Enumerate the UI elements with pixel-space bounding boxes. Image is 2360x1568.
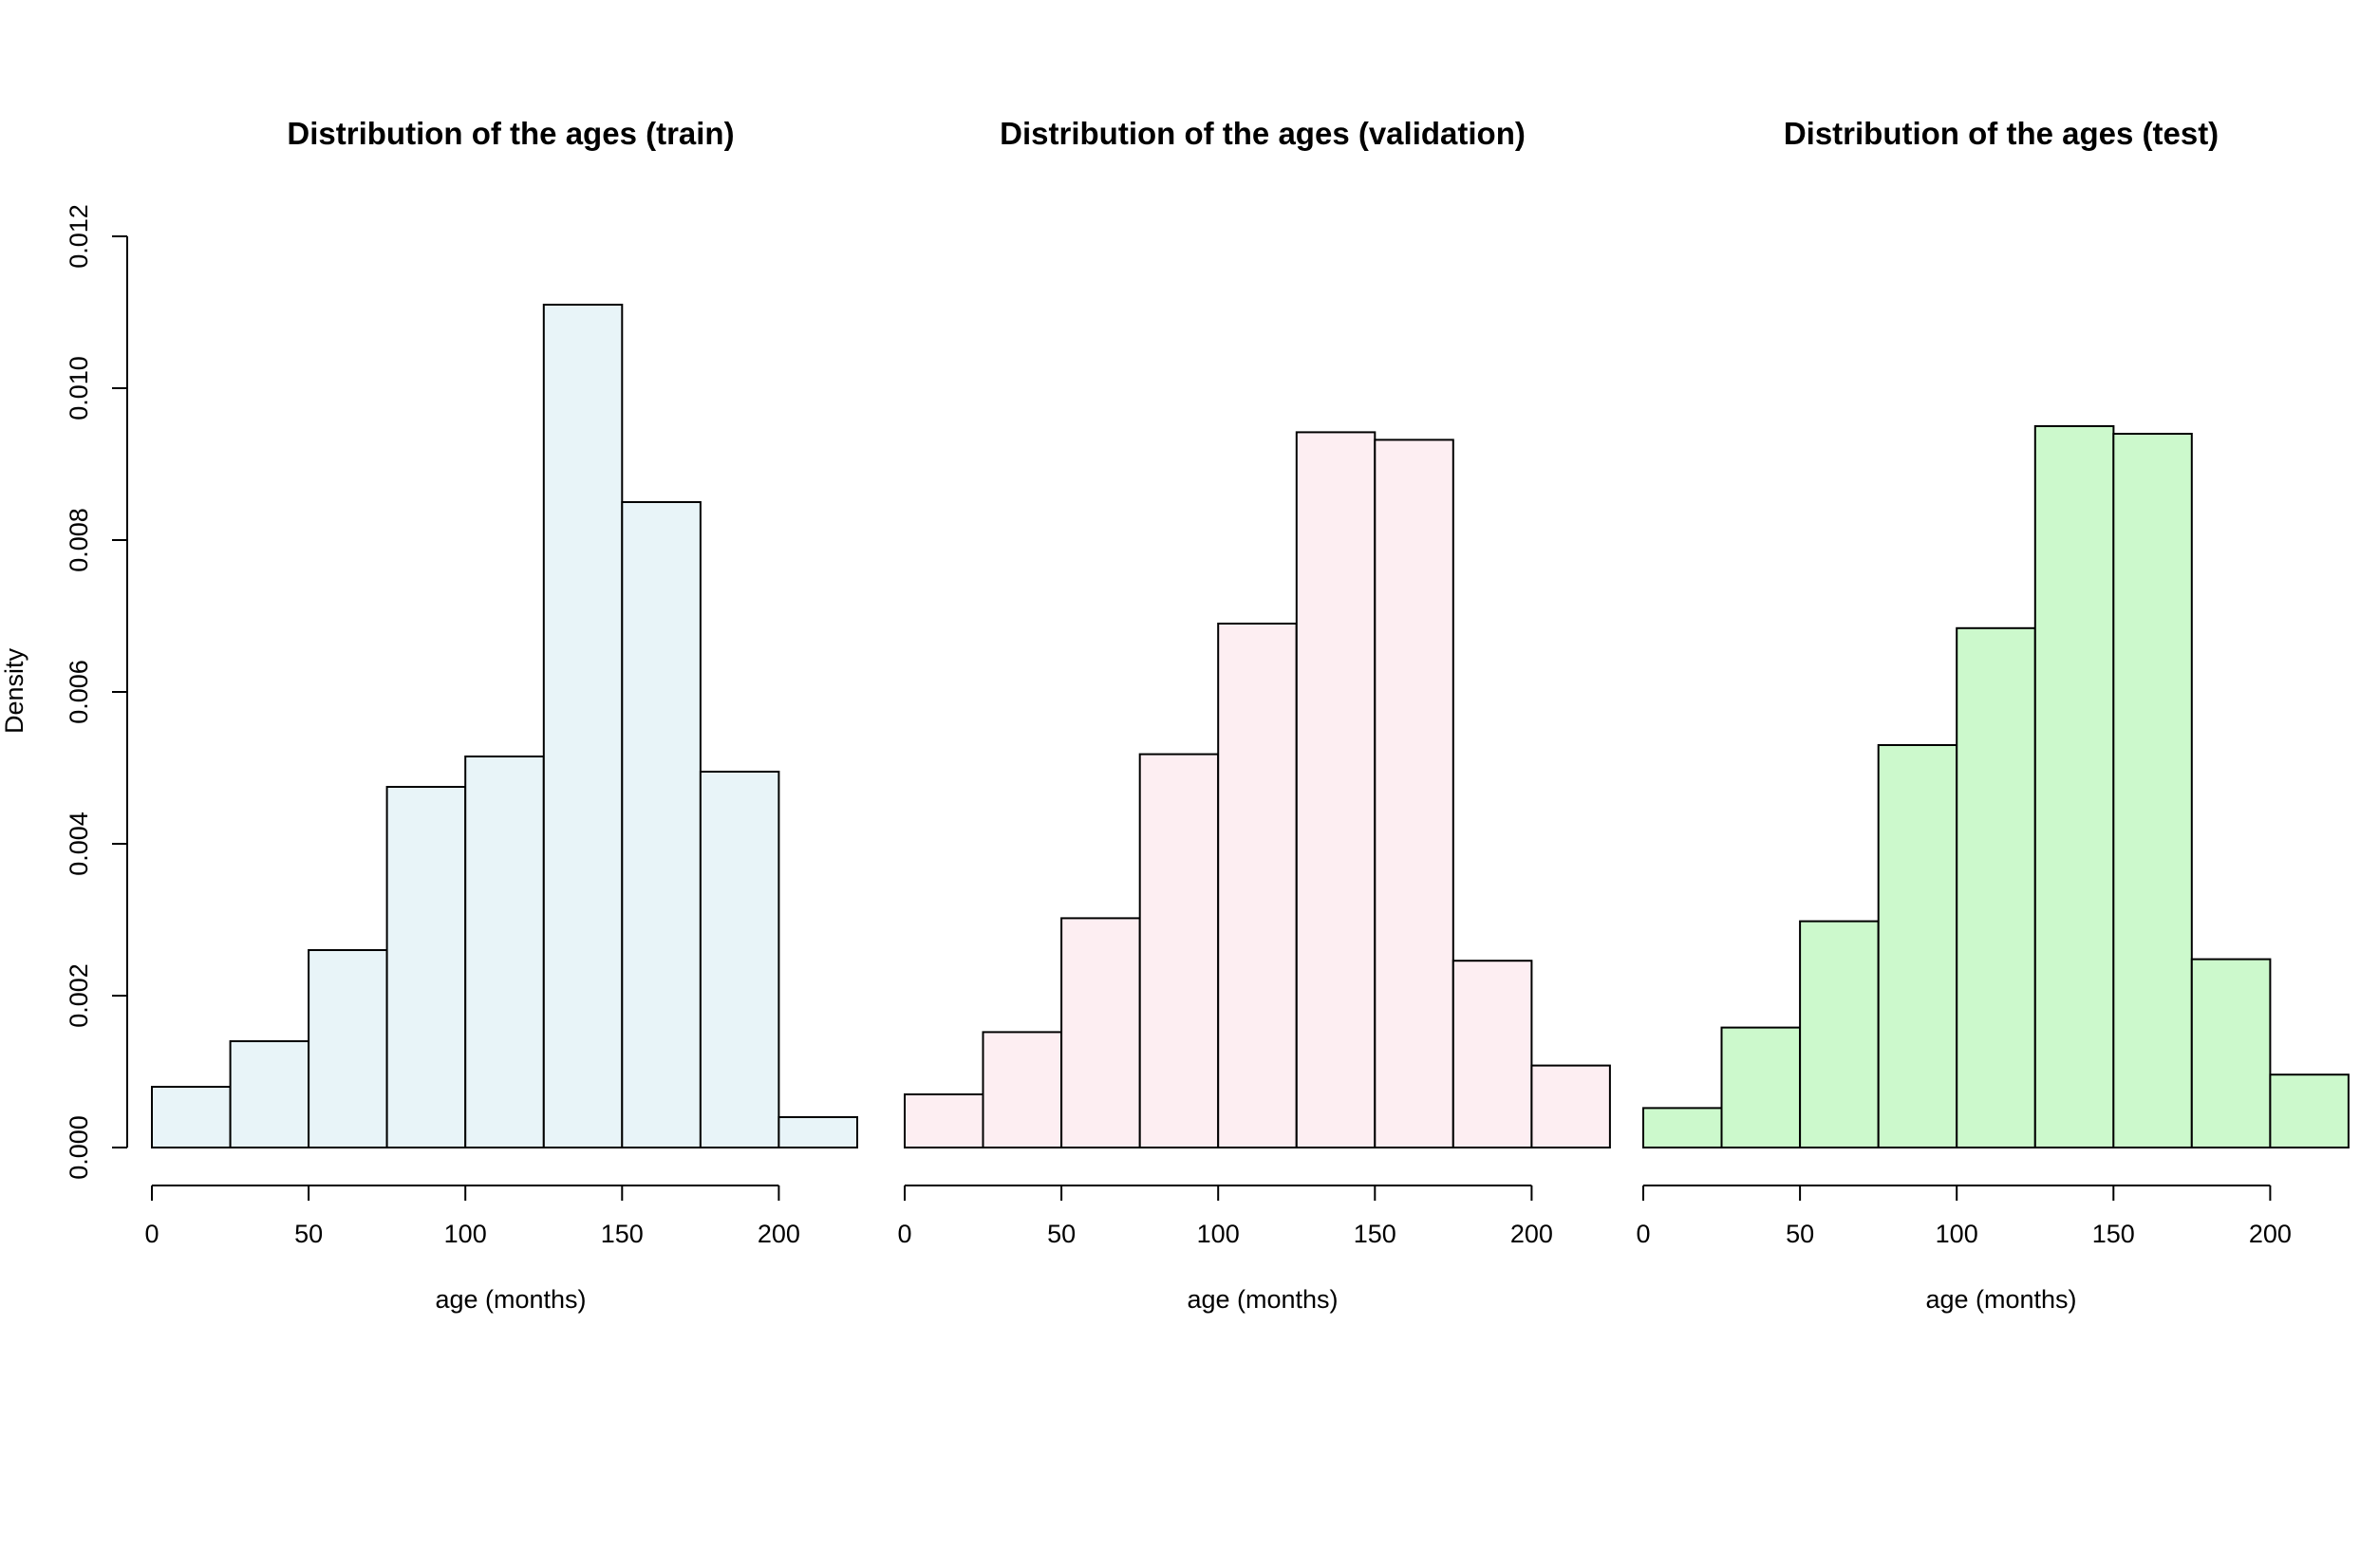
x-tick-label: 50 (1786, 1220, 1814, 1248)
x-tick-label: 200 (1510, 1220, 1553, 1248)
x-tick-label: 150 (601, 1220, 644, 1248)
histogram-bar (1374, 439, 1454, 1148)
histogram-bar (1799, 920, 1880, 1148)
x-tick-label: 200 (2249, 1220, 2292, 1248)
histogram-bar (1956, 626, 2036, 1148)
histogram-bar (1877, 744, 1958, 1148)
x-tick-label: 0 (144, 1220, 159, 1248)
y-tick-label: 0.012 (65, 204, 93, 269)
histogram-bar (151, 1086, 232, 1148)
histogram-bar (2033, 425, 2115, 1148)
x-axis-label: age (months) (435, 1285, 586, 1314)
x-tick-label: 0 (1636, 1220, 1650, 1248)
histogram-bar (1530, 1064, 1611, 1148)
histogram-bar (982, 1031, 1062, 1149)
panel-validation: Distribution of the ages (validation) ag… (897, 116, 1611, 1314)
x-axis-label: age (months) (1925, 1285, 2076, 1314)
y-tick-label: 0.004 (65, 812, 93, 876)
y-axis-label: Density (0, 647, 28, 734)
histogram-bar (699, 771, 780, 1148)
y-tick-label: 0.006 (65, 660, 93, 724)
histogram-bar (621, 501, 702, 1148)
y-tick-label: 0.000 (65, 1115, 93, 1180)
x-tick-label: 200 (758, 1220, 800, 1248)
chart-title: Distribution of the ages (test) (1784, 116, 2219, 151)
histogram-bar (1060, 917, 1141, 1149)
x-tick-label: 0 (897, 1220, 911, 1248)
histogram-bar (229, 1040, 310, 1148)
histogram-bar (542, 304, 624, 1148)
histogram-bar (904, 1093, 984, 1148)
x-axis-label: age (months) (1187, 1285, 1338, 1314)
histogram-bar (2112, 433, 2193, 1148)
panel-train: Distribution of the ages (train) age (mo… (0, 116, 859, 1314)
chart-title: Distribution of the ages (train) (287, 116, 734, 151)
x-tick-label: 100 (1197, 1220, 1240, 1248)
panel-test: Distribution of the ages (test) age (mon… (1636, 116, 2350, 1314)
x-tick-label: 150 (2092, 1220, 2135, 1248)
x-tick-label: 100 (444, 1220, 487, 1248)
histogram-bar (1642, 1107, 1723, 1149)
histogram-bar (2190, 958, 2272, 1148)
histogram-bar (2269, 1073, 2350, 1148)
histogram-bar (1138, 753, 1220, 1148)
histogram-bar (777, 1116, 859, 1148)
histogram-bar (1720, 1026, 1801, 1148)
histogram-bar (1295, 431, 1377, 1148)
histogram-bar (1217, 623, 1298, 1148)
y-tick-label: 0.002 (65, 963, 93, 1028)
histogram-bar (1452, 960, 1533, 1149)
histogram-bar (308, 949, 388, 1148)
x-tick-label: 50 (1047, 1220, 1076, 1248)
chart-title: Distribution of the ages (validation) (1000, 116, 1526, 151)
histogram-bar (464, 756, 545, 1148)
x-tick-label: 50 (294, 1220, 323, 1248)
x-tick-label: 100 (1936, 1220, 1978, 1248)
y-tick-label: 0.008 (65, 508, 93, 572)
y-tick-label: 0.010 (65, 356, 93, 420)
histogram-bar (385, 786, 467, 1148)
x-tick-label: 150 (1354, 1220, 1396, 1248)
